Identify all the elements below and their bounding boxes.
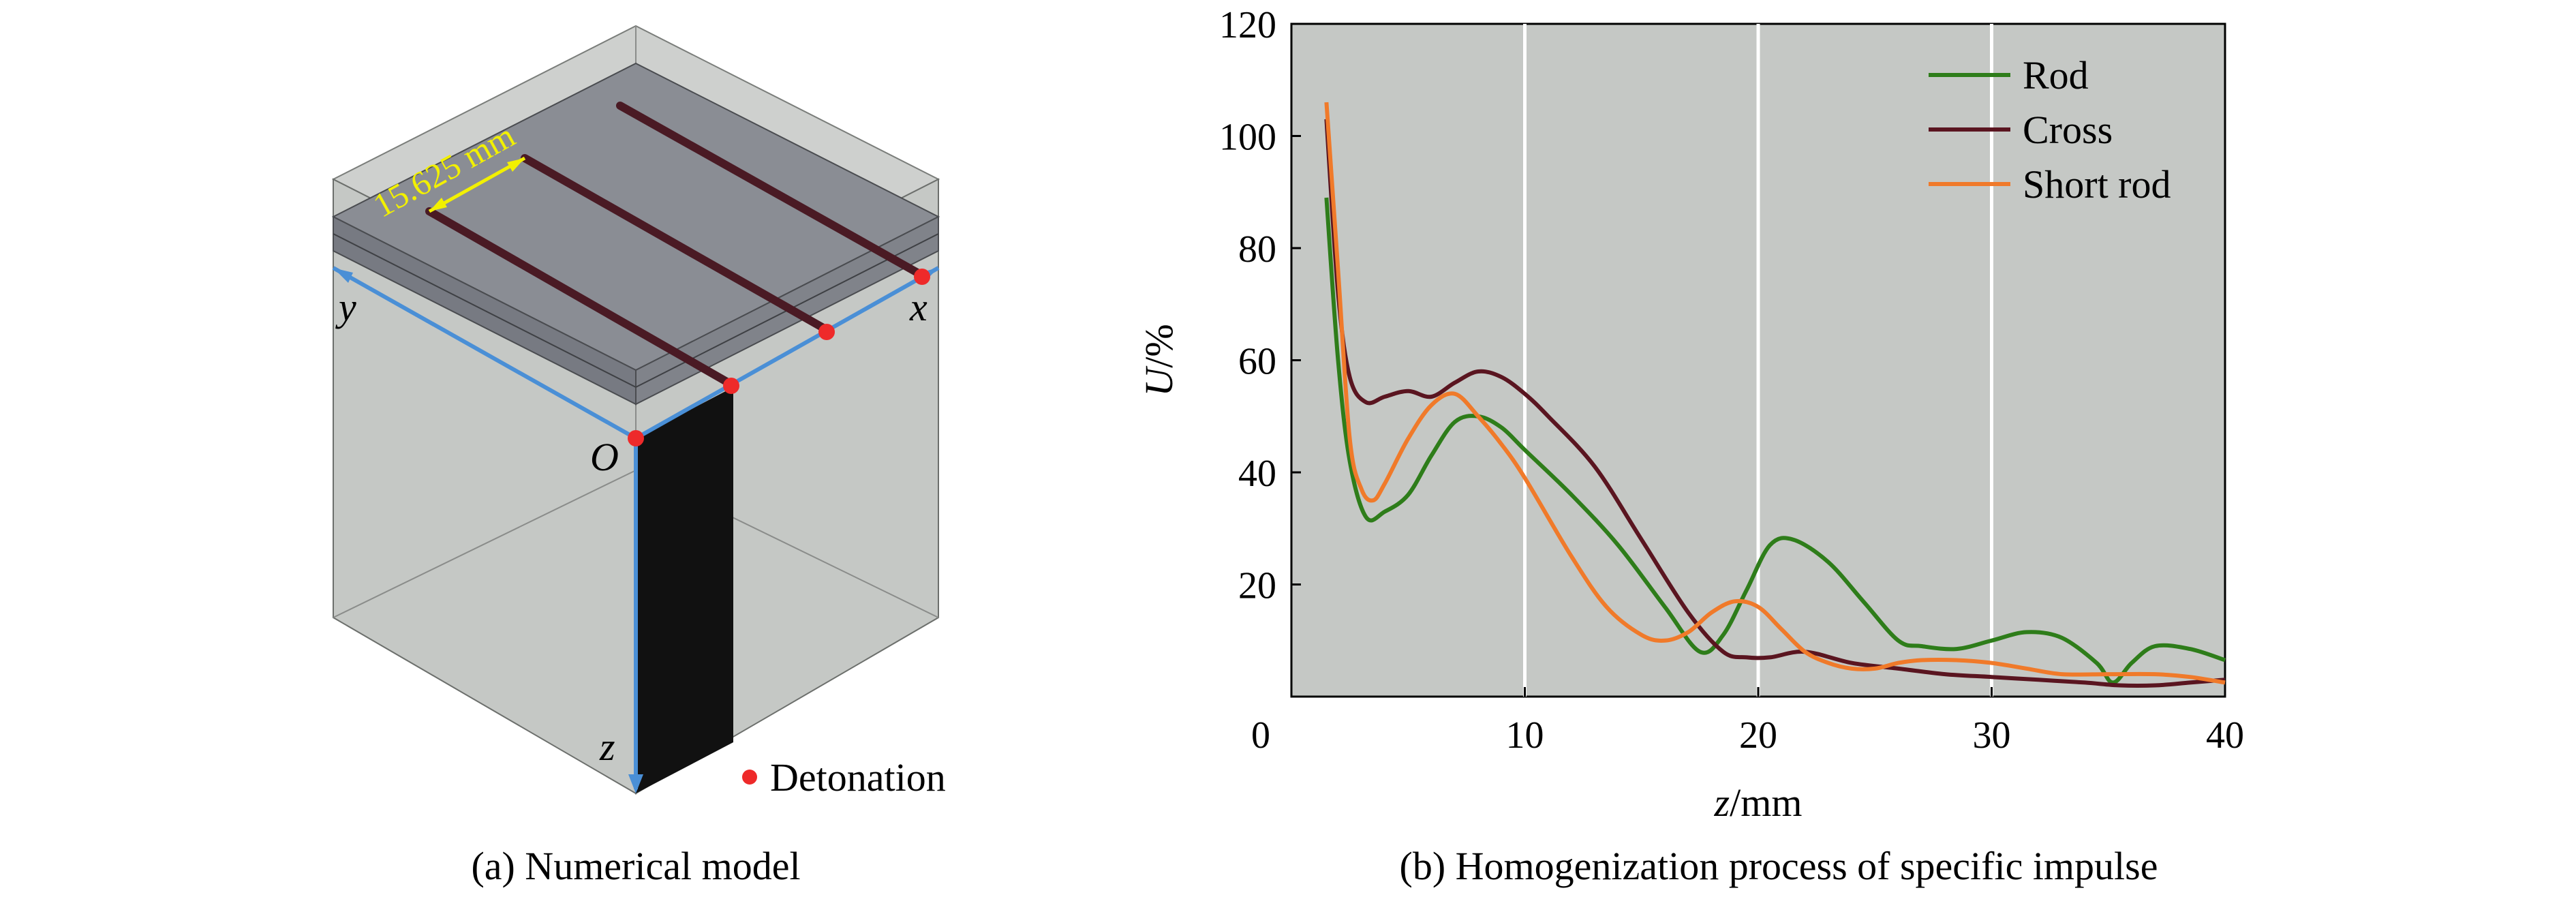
z-axis-arrow — [628, 774, 643, 793]
dimension-arrowhead — [507, 158, 525, 172]
charge-rod — [425, 207, 737, 389]
y-axis-label: y — [335, 285, 356, 329]
y-tick-label: 20 — [1238, 565, 1276, 607]
charge-slab-inner-edge — [333, 233, 637, 388]
y-axis-title: U/% — [1137, 324, 1181, 396]
charge-column — [636, 387, 733, 793]
legend-label-short-rod: Short rod — [2023, 162, 2171, 207]
panel-b-caption: (b) Homogenization process of specific i… — [1400, 844, 2158, 888]
z-axis-label: z — [599, 725, 615, 769]
y-axis-arrow — [333, 268, 353, 283]
series-line-rod — [1324, 197, 2226, 685]
x-axis-line — [634, 266, 940, 440]
legend: Rod Cross Short rod — [1929, 53, 2171, 207]
x-tick-label: 0 — [1251, 714, 1270, 757]
y-tick-label: 60 — [1238, 341, 1276, 383]
detonation-legend-marker — [742, 770, 757, 785]
x-tick-label: 30 — [1973, 714, 2011, 757]
x-tick-label: 20 — [1739, 714, 1777, 757]
detonation-point — [914, 269, 930, 285]
cube-back-edge-left — [333, 470, 637, 618]
origin-label: O — [590, 435, 619, 479]
dimension-arrowhead — [429, 198, 447, 211]
y-tick-label: 80 — [1238, 228, 1276, 271]
y-tick-label: 120 — [1219, 4, 1276, 46]
x-tick-label: 10 — [1506, 714, 1544, 757]
axis-ticks: 0 10 20 30 40 20 40 60 80 100 120 — [1219, 4, 2244, 757]
x-tick-label: 40 — [2206, 714, 2244, 757]
detonation-point — [628, 430, 644, 446]
dimension-arrow — [428, 156, 526, 213]
numerical-model-diagram: 15.625 mm x y z O Detonation (a) Numeric… — [331, 25, 946, 888]
y-tick-label: 100 — [1219, 117, 1276, 159]
legend-label-rod: Rod — [2023, 53, 2089, 97]
y-tick-label: 40 — [1238, 453, 1276, 495]
x-axis-title: z/mm — [1714, 780, 1803, 825]
x-axis-label: x — [909, 285, 927, 329]
panel-a-caption: (a) Numerical model — [471, 844, 800, 888]
series-line-cross — [1324, 119, 2226, 688]
homogenization-chart: 0 10 20 30 40 20 40 60 80 100 120 Rod Cross Short ro… — [1137, 4, 2244, 888]
legend-label-cross: Cross — [2023, 108, 2113, 152]
series-lines — [1324, 102, 2226, 688]
grid-lines — [1523, 24, 1993, 697]
detonation-legend-label: Detonation — [770, 755, 946, 800]
charge-rod — [616, 102, 927, 280]
y-axis-line — [332, 266, 637, 440]
detonation-point — [818, 324, 835, 340]
charge-rod — [521, 154, 832, 335]
series-line-short-rod — [1324, 102, 2226, 685]
detonation-point — [723, 378, 739, 394]
